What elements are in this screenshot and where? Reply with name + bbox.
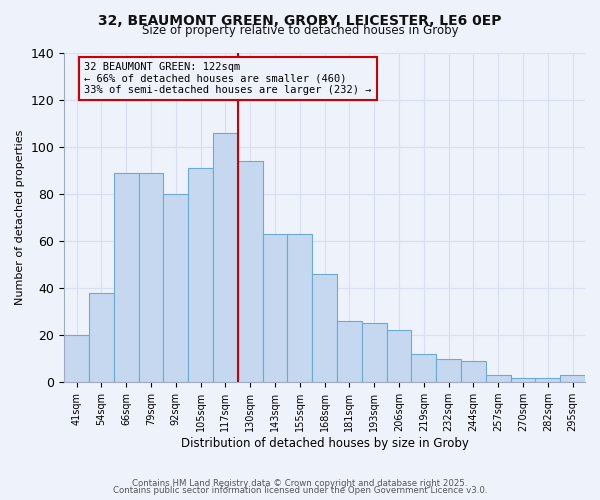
Bar <box>287 234 312 382</box>
Text: 32, BEAUMONT GREEN, GROBY, LEICESTER, LE6 0EP: 32, BEAUMONT GREEN, GROBY, LEICESTER, LE… <box>98 14 502 28</box>
Bar <box>114 172 139 382</box>
Bar <box>535 378 560 382</box>
Y-axis label: Number of detached properties: Number of detached properties <box>15 130 25 305</box>
Bar <box>486 375 511 382</box>
Bar <box>139 172 163 382</box>
Bar <box>386 330 412 382</box>
Bar <box>64 335 89 382</box>
Bar <box>560 375 585 382</box>
Bar <box>461 361 486 382</box>
X-axis label: Distribution of detached houses by size in Groby: Distribution of detached houses by size … <box>181 437 469 450</box>
Text: Size of property relative to detached houses in Groby: Size of property relative to detached ho… <box>142 24 458 37</box>
Bar <box>263 234 287 382</box>
Bar <box>89 292 114 382</box>
Bar <box>213 132 238 382</box>
Bar <box>337 321 362 382</box>
Bar <box>188 168 213 382</box>
Bar <box>312 274 337 382</box>
Text: Contains public sector information licensed under the Open Government Licence v3: Contains public sector information licen… <box>113 486 487 495</box>
Text: Contains HM Land Registry data © Crown copyright and database right 2025.: Contains HM Land Registry data © Crown c… <box>132 478 468 488</box>
Bar <box>412 354 436 382</box>
Bar <box>238 161 263 382</box>
Text: 32 BEAUMONT GREEN: 122sqm
← 66% of detached houses are smaller (460)
33% of semi: 32 BEAUMONT GREEN: 122sqm ← 66% of detac… <box>84 62 371 95</box>
Bar <box>362 324 386 382</box>
Bar <box>436 358 461 382</box>
Bar <box>511 378 535 382</box>
Bar <box>163 194 188 382</box>
